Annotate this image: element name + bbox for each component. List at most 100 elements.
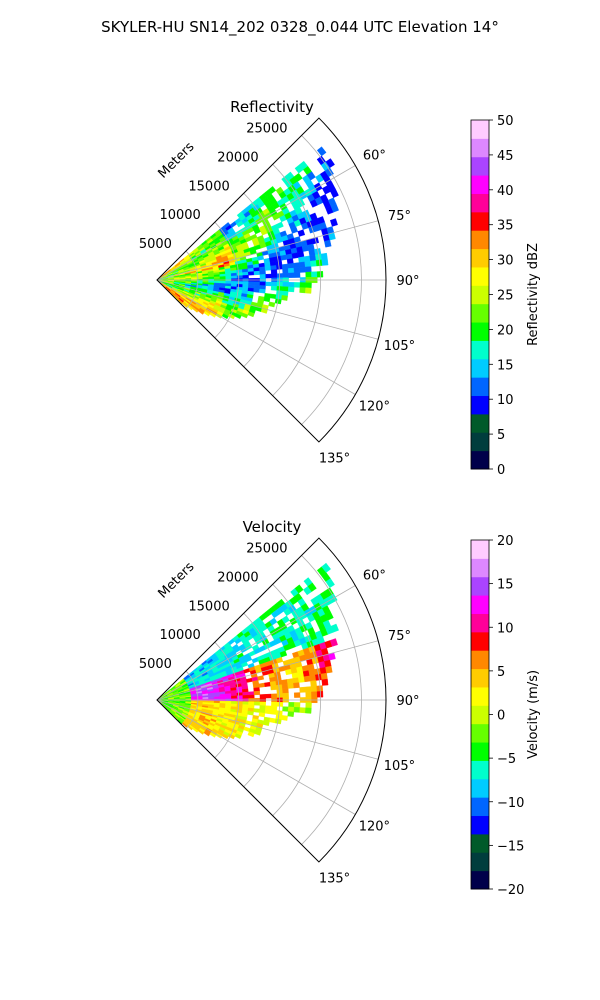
radar-gate <box>316 146 327 157</box>
radar-gate <box>298 676 305 683</box>
radar-gate <box>228 313 236 320</box>
radar-gate <box>253 690 261 696</box>
radar-gate <box>330 188 339 199</box>
radar-gate <box>282 692 289 699</box>
radar-gate <box>316 271 324 278</box>
azimuth-gridline <box>156 699 356 815</box>
reflectivity-colorbar-label: Reflectivity dBZ <box>526 243 541 346</box>
radar-gate <box>320 252 328 260</box>
radar-gate <box>248 701 255 706</box>
radar-gate <box>281 683 289 690</box>
radar-gate <box>311 691 318 698</box>
angle-tick-label: 60° <box>363 149 386 164</box>
radar-gate <box>247 731 255 738</box>
radar-gate <box>208 696 215 700</box>
radar-gate <box>294 702 301 708</box>
colorbar-segment <box>471 797 489 817</box>
radar-gate <box>325 611 334 621</box>
colorbar-tick-label: 50 <box>497 114 514 129</box>
radar-gate <box>270 265 277 271</box>
radar-gate <box>287 706 295 713</box>
azimuth-gridline <box>156 585 356 701</box>
radar-gate <box>203 730 211 737</box>
radar-gate <box>270 685 277 691</box>
colorbar-segment <box>471 631 489 651</box>
radar-gate <box>298 256 305 263</box>
radial-tick-label: 10000 <box>159 208 200 223</box>
radar-gate <box>209 312 217 318</box>
radar-gate <box>263 296 271 303</box>
colorbar-tick-label: 30 <box>497 254 514 269</box>
radar-gate <box>259 701 266 706</box>
radar-gate <box>294 272 301 278</box>
colorbar-tick-label: 15 <box>497 358 514 373</box>
colorbar-segment <box>471 395 489 415</box>
radar-gate <box>259 270 266 275</box>
velocity-data <box>156 562 339 740</box>
radar-gate <box>299 686 306 693</box>
colorbar-segment <box>471 322 489 341</box>
radar-gate <box>242 281 249 286</box>
colorbar-segment <box>471 558 489 578</box>
radar-gate <box>271 693 278 699</box>
radar-gate <box>282 688 289 694</box>
colorbar-tick-label: −10 <box>497 796 524 811</box>
radar-gate <box>310 685 318 693</box>
radar-gate <box>208 276 215 280</box>
colorbar-segment <box>471 852 489 872</box>
radar-gate <box>254 729 262 736</box>
radar-gate <box>292 677 300 684</box>
angle-tick-label: 90° <box>396 694 419 709</box>
colorbar-tick-label: 20 <box>497 323 514 338</box>
radar-gate <box>271 281 278 287</box>
radar-gate <box>330 623 339 633</box>
colorbar-segment <box>471 778 489 798</box>
radar-gate <box>234 313 242 319</box>
radar-gate <box>286 678 294 685</box>
radar-gate <box>230 692 238 697</box>
radar-gate <box>213 696 221 700</box>
radar-gate <box>247 311 255 318</box>
reflectivity-panel: Reflectivity 5000 10000 15000 20000 25000 60°… <box>139 98 541 478</box>
azimuth-gridline <box>156 165 356 281</box>
radar-gate <box>329 218 338 227</box>
colorbar-segment <box>471 138 489 158</box>
colorbar-segment <box>471 377 489 397</box>
angle-tick-label: 135° <box>319 451 350 466</box>
radar-gate <box>258 712 266 718</box>
velocity-title: Velocity <box>243 518 302 536</box>
radial-tick-label: 20000 <box>217 570 258 585</box>
colorbar-segment <box>471 686 489 706</box>
colorbar-segment <box>471 303 489 323</box>
colorbar-segment <box>471 340 489 360</box>
radar-gate <box>236 692 243 697</box>
radar-gate <box>221 733 229 740</box>
velocity-colorbar-label: Velocity (m/s) <box>526 670 541 759</box>
sector-frame <box>156 117 387 443</box>
radar-gate <box>281 679 288 685</box>
radar-gate <box>248 281 255 286</box>
radar-gate <box>287 286 295 293</box>
radar-gate <box>325 665 333 674</box>
radar-gate <box>225 695 232 700</box>
reflectivity-radial-label: Meters <box>156 139 198 181</box>
radar-gate <box>225 275 232 280</box>
radar-gate <box>299 707 306 714</box>
radar-gate <box>309 254 317 262</box>
radar-gate <box>192 727 199 733</box>
radar-gate <box>242 701 249 706</box>
radar-gate <box>282 272 289 279</box>
radar-gate <box>270 285 278 291</box>
colorbar-segment <box>471 230 489 250</box>
colorbar-segment <box>471 595 489 614</box>
radar-gate <box>219 696 226 700</box>
radar-gate <box>303 255 311 263</box>
radar-gate <box>325 578 335 589</box>
colorbar-tick-label: 0 <box>497 709 505 724</box>
radar-gate <box>282 268 289 274</box>
reflectivity-ticks: 5000 10000 15000 20000 25000 60° 75° 90° 105° 120… <box>139 121 420 466</box>
radar-gate <box>324 239 332 248</box>
angle-tick-label: 75° <box>388 209 411 224</box>
figure-suptitle: SKYLER-HU SN14_202 0328_0.044 UTC Elevat… <box>101 18 499 37</box>
